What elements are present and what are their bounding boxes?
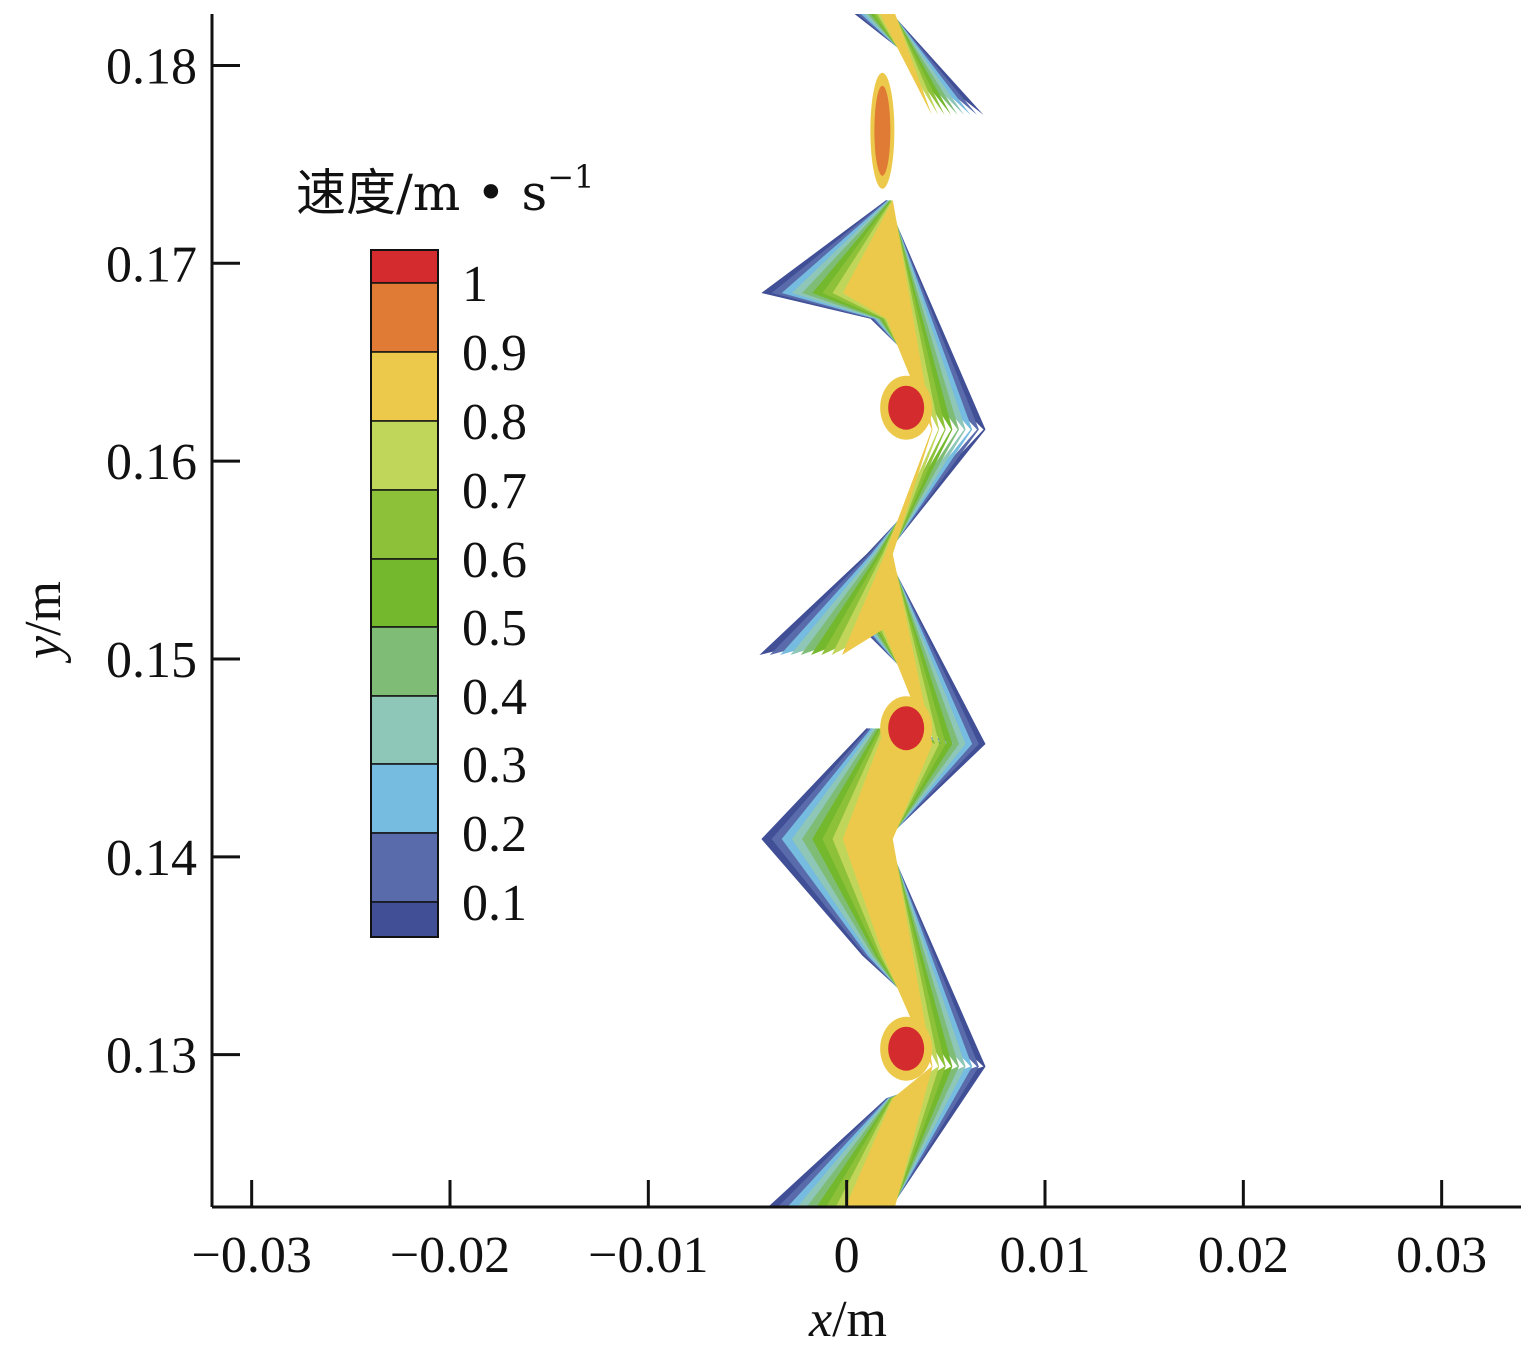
x-tick-label: 0.03 xyxy=(1396,1227,1487,1284)
legend-title: 速度/m • s−1 xyxy=(296,158,594,222)
x-tick-label: 0 xyxy=(834,1227,860,1284)
contour-peak xyxy=(888,1026,925,1071)
x-tick-label: −0.02 xyxy=(390,1227,510,1284)
velocity-contour-field xyxy=(759,14,986,1207)
y-tick-label: 0.14 xyxy=(106,830,197,887)
y-tick-label: 0.18 xyxy=(106,38,197,95)
legend-level-label: 0.9 xyxy=(462,325,527,382)
legend-level-label: 0.2 xyxy=(462,806,527,863)
legend-swatch xyxy=(370,249,439,284)
x-tick-label: −0.03 xyxy=(192,1227,312,1284)
legend-level-label: 1 xyxy=(462,256,488,313)
color-legend: 速度/m • s−1 1 0.9 0.8 0.7 0.6 0.5 0.4 0.3 0.2 0.1 xyxy=(296,158,594,938)
y-tick-label: 0.15 xyxy=(106,632,197,689)
y-axis-ticks: 0.13 0.14 0.15 0.16 0.17 0.18 xyxy=(106,38,240,1085)
contour-peak xyxy=(874,85,891,176)
legend-swatch xyxy=(370,351,439,422)
legend-swatch xyxy=(370,832,439,903)
legend-swatch xyxy=(370,626,439,697)
legend-frame xyxy=(370,249,439,938)
legend-labels: 1 0.9 0.8 0.7 0.6 0.5 0.4 0.3 0.2 0.1 xyxy=(462,256,527,932)
legend-level-label: 0.4 xyxy=(462,669,527,726)
y-axis-label: y/m xyxy=(15,581,72,664)
legend-swatch xyxy=(370,282,439,353)
legend-swatch xyxy=(370,489,439,560)
legend-level-label: 0.8 xyxy=(462,394,527,451)
contour-peak xyxy=(888,385,925,430)
contour-peak xyxy=(888,706,925,751)
legend-swatch xyxy=(370,420,439,491)
x-axis-label: x/m xyxy=(808,1291,887,1348)
y-tick-label: 0.13 xyxy=(106,1028,197,1085)
x-tick-label: −0.01 xyxy=(588,1227,708,1284)
legend-level-label: 0.7 xyxy=(462,463,527,520)
legend-level-label: 0.6 xyxy=(462,532,527,589)
x-axis-ticks: −0.03 −0.02 −0.01 0 0.01 0.02 0.03 xyxy=(192,1180,1487,1284)
x-tick-label: 0.02 xyxy=(1198,1227,1289,1284)
legend-swatch xyxy=(370,558,439,628)
legend-swatch xyxy=(370,695,439,765)
legend-colorbar xyxy=(370,249,439,938)
legend-level-label: 0.3 xyxy=(462,737,527,794)
legend-level-label: 0.1 xyxy=(462,875,527,932)
legend-level-label: 0.5 xyxy=(462,600,527,657)
legend-swatch xyxy=(370,901,439,938)
contour-band xyxy=(842,14,933,1207)
y-tick-label: 0.16 xyxy=(106,434,197,491)
legend-swatch xyxy=(370,763,439,834)
x-tick-label: 0.01 xyxy=(1000,1227,1091,1284)
y-tick-label: 0.17 xyxy=(106,236,197,293)
